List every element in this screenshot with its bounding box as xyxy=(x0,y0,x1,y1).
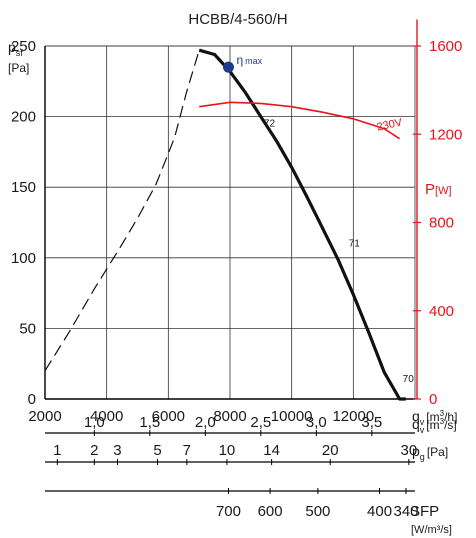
efficiency-label: 72 xyxy=(264,118,276,129)
m3s-tick-label: 3,0 xyxy=(306,414,327,431)
pressure-curve xyxy=(198,48,406,401)
pg-tick-label: 3 xyxy=(113,442,121,459)
y-tick-label: 200 xyxy=(11,109,36,126)
pg-tick-label: 14 xyxy=(263,442,280,459)
x-tick-label: 2000 xyxy=(28,408,61,425)
power-curve xyxy=(199,101,401,140)
y-tick-label: 100 xyxy=(11,250,36,267)
y2-tick-label: 1600 xyxy=(429,38,462,55)
x-axis-label: qv [m3/h] xyxy=(412,408,457,427)
y-axis-unit: [Pa] xyxy=(8,61,29,75)
efficiency-label: 71 xyxy=(349,239,361,250)
sfp-tick-label: 600 xyxy=(258,503,283,520)
pg-tick-label: 5 xyxy=(153,442,161,459)
sfp-tick-label: 700 xyxy=(216,503,241,520)
y2-tick-label: 400 xyxy=(429,303,454,320)
x-tick-label: 6000 xyxy=(152,408,185,425)
efficiency-label: 70 xyxy=(403,374,415,385)
y2-tick-label: 0 xyxy=(429,391,437,408)
x-tick-label: 4000 xyxy=(90,408,123,425)
sfp-tick-label: 400 xyxy=(367,503,392,520)
y-axis-label: psf xyxy=(8,39,23,58)
pg-tick-label: 20 xyxy=(322,442,339,459)
x-tick-label: 10000 xyxy=(271,408,313,425)
y-tick-label: 150 xyxy=(11,179,36,196)
pg-axis-label: pg [Pa] xyxy=(412,443,448,462)
sfp-axis-unit: [W/m³/s] xyxy=(411,524,452,536)
eta-max-point xyxy=(222,61,234,73)
m3s-tick-label: 1,0 xyxy=(84,414,105,431)
pg-tick-label: 7 xyxy=(183,442,191,459)
y-tick-label: 250 xyxy=(11,38,36,55)
y-tick-label: 50 xyxy=(19,320,36,337)
y2-tick-label: 1200 xyxy=(429,126,462,143)
x-tick-label: 8000 xyxy=(213,408,246,425)
m3s-tick-label: 3,5 xyxy=(361,414,382,431)
sfp-axis-label: SFP xyxy=(410,503,439,520)
x-tick-label: 12000 xyxy=(332,408,374,425)
m3s-tick-label: 2,5 xyxy=(250,414,271,431)
pressure-curve-stall xyxy=(44,50,200,372)
sfp-tick-label: 340 xyxy=(393,503,418,520)
y2-tick-label: 800 xyxy=(429,215,454,232)
pg-tick-label: 1 xyxy=(53,442,61,459)
pg-tick-label: 30 xyxy=(400,442,417,459)
eta-max-label: η max xyxy=(236,53,262,67)
sfp-tick-label: 500 xyxy=(305,503,330,520)
pg-tick-label: 10 xyxy=(219,442,236,459)
y-tick-label: 0 xyxy=(28,391,36,408)
m3s-axis-label: qv [m3/s] xyxy=(412,416,457,435)
power-series-label: 230V xyxy=(376,116,404,133)
y2-axis-label: P[W] xyxy=(425,181,452,198)
chart-title: HCBB/4-560/H xyxy=(188,11,287,28)
m3s-tick-label: 2,0 xyxy=(195,414,216,431)
pg-tick-label: 2 xyxy=(90,442,98,459)
m3s-tick-label: 1,5 xyxy=(139,414,160,431)
